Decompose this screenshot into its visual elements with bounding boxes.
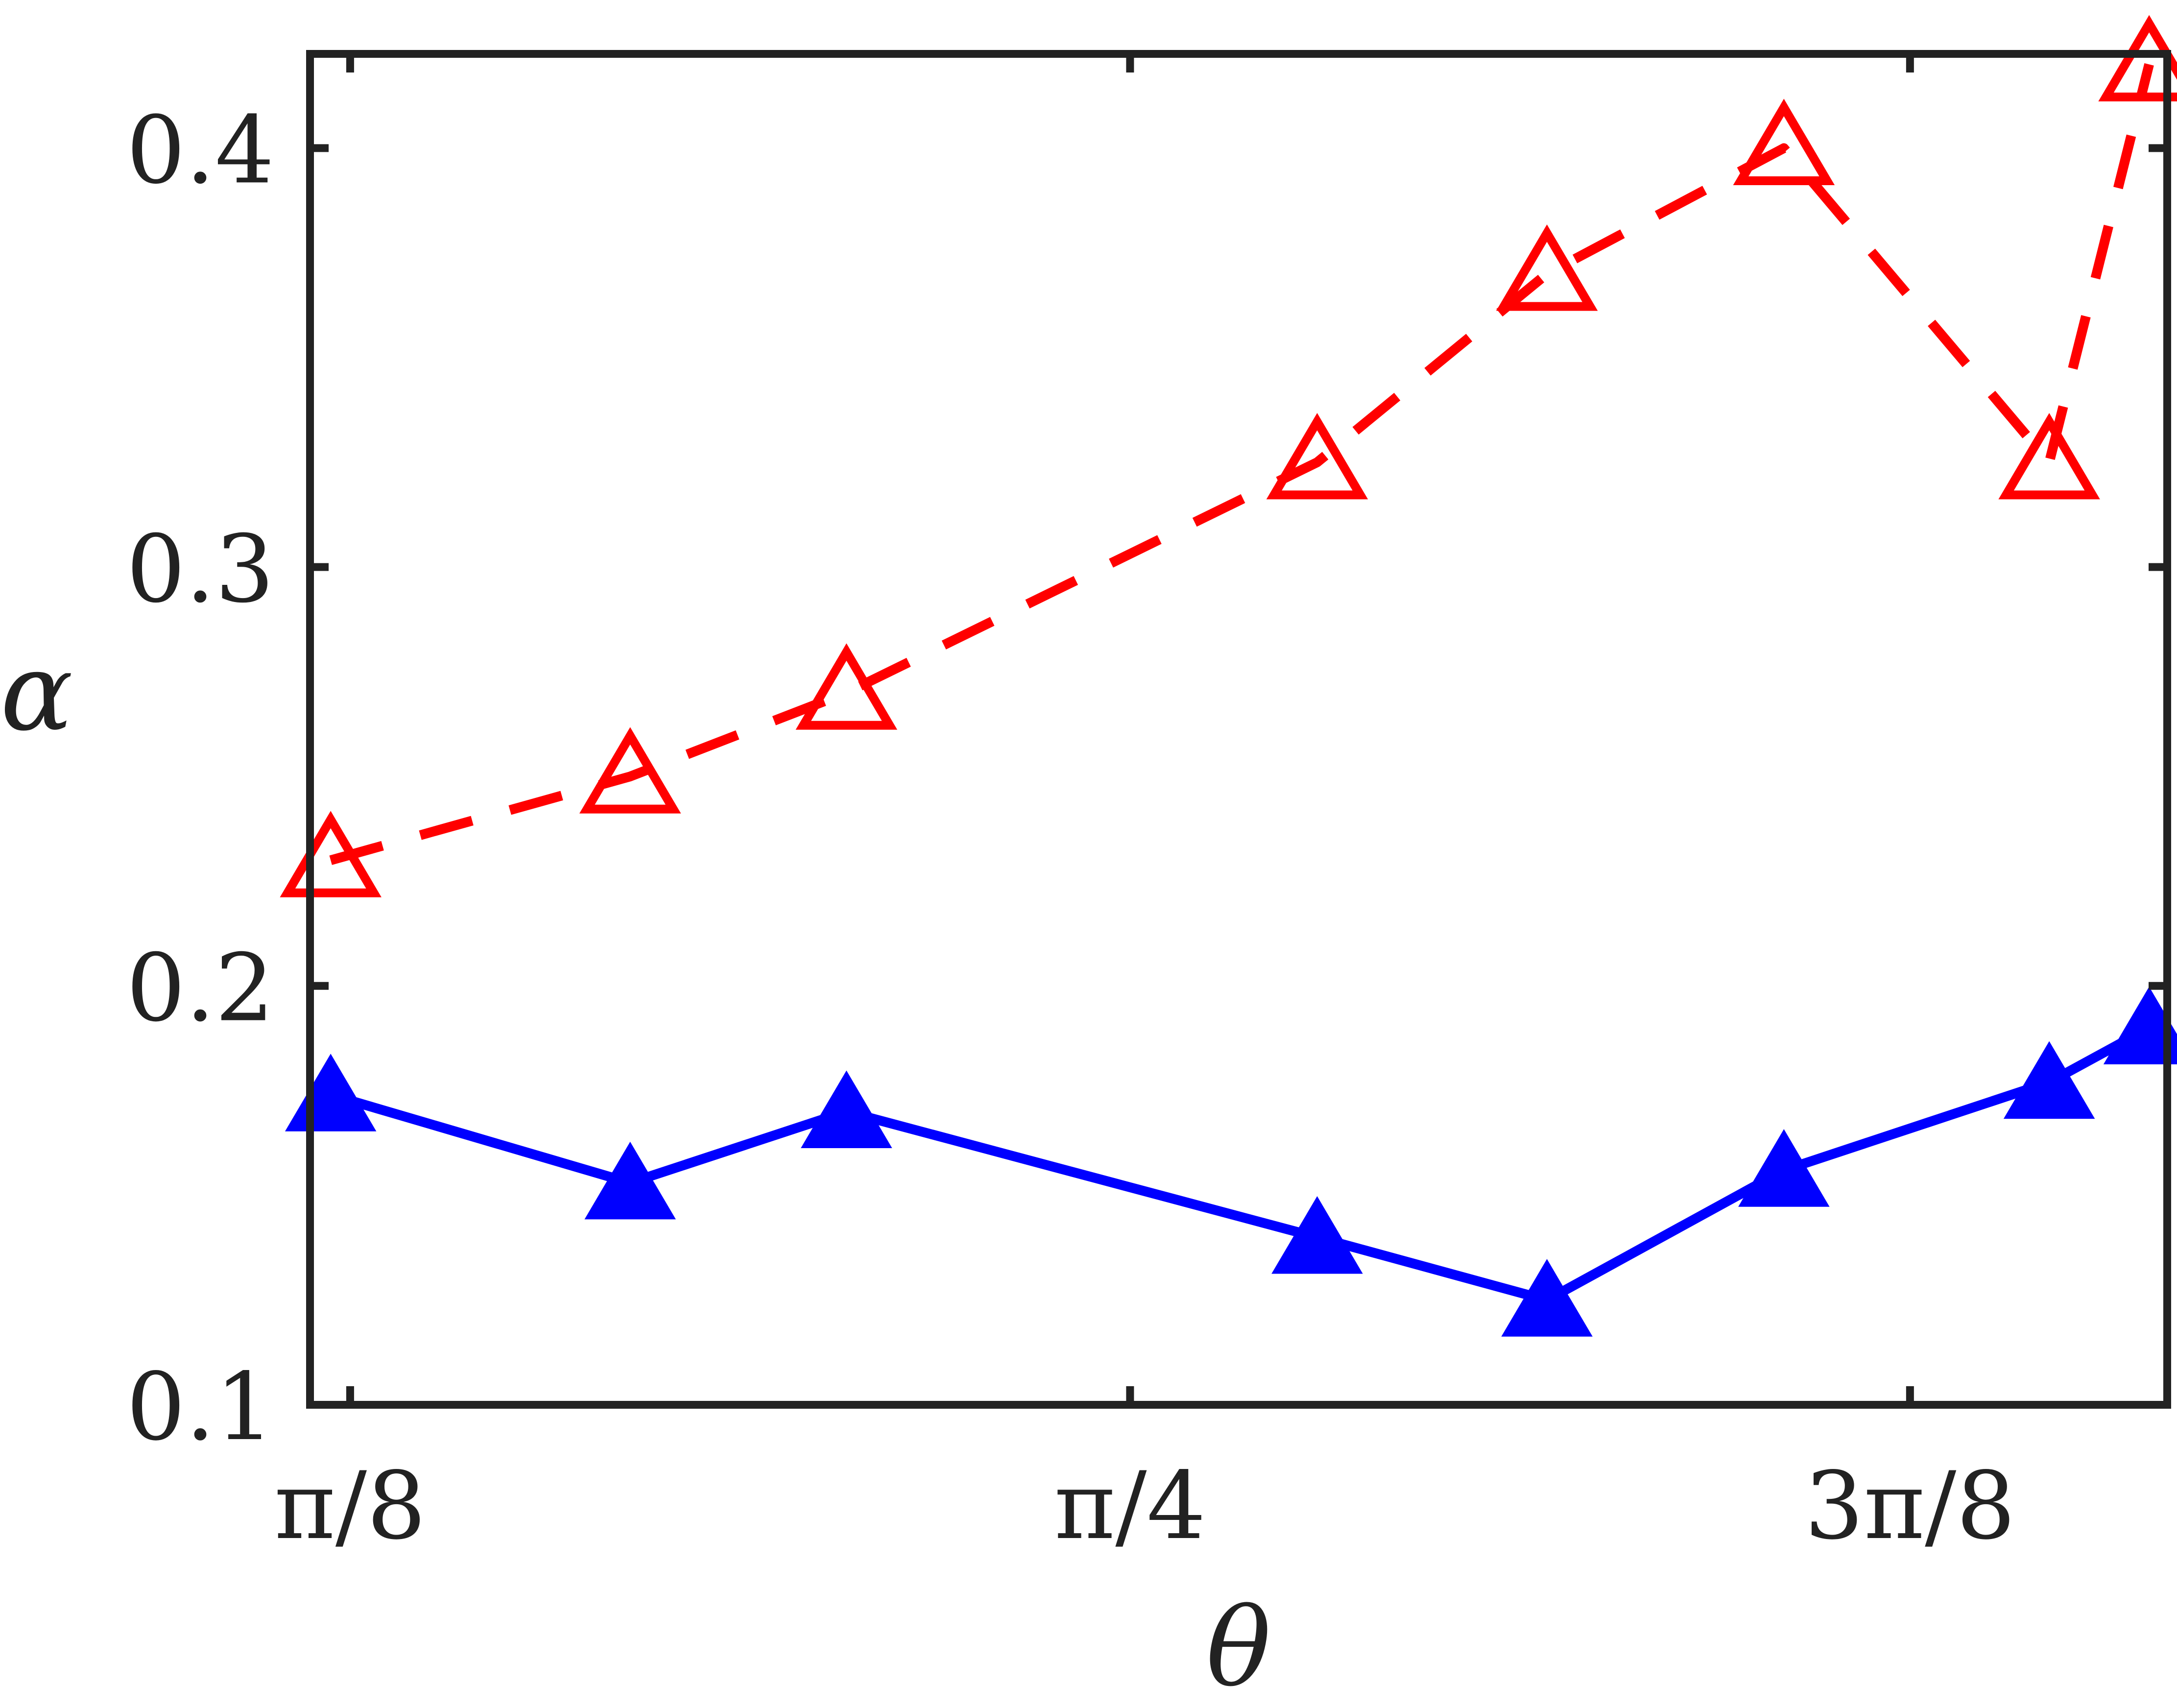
y-axis-label: α — [0, 629, 73, 755]
series-0-marker — [1266, 413, 1368, 500]
plot-frame — [306, 50, 2171, 1409]
series-1-marker — [285, 1054, 377, 1131]
y-tick-label: 0.4 — [126, 96, 274, 204]
series-1-marker — [2003, 1041, 2095, 1119]
series-1-marker — [584, 1141, 676, 1220]
series-0-marker — [1496, 224, 1598, 311]
tick-layer: π/8 π/4 3π/8 0.1 0.2 0.3 0.4 — [126, 54, 2167, 1560]
y-tick-label: 0.2 — [126, 934, 274, 1042]
x-tick-label: π/8 — [274, 1452, 426, 1560]
x-axis-label: θ — [1206, 1585, 1271, 1708]
x-tick-label: π/4 — [1054, 1452, 1206, 1560]
series-1-line — [329, 1023, 2152, 1305]
series-1-marker — [801, 1070, 892, 1148]
series-0-line — [329, 63, 2154, 865]
series-1-marker — [1501, 1259, 1593, 1337]
series-0-marker — [795, 643, 898, 730]
y-tick-label: 0.3 — [126, 515, 274, 624]
series-0-marker — [1733, 98, 1835, 186]
series-layer — [280, 15, 2177, 1337]
series-0-marker — [1998, 413, 2100, 500]
series-1-marker — [1738, 1129, 1830, 1207]
x-tick-label: 3π/8 — [1805, 1452, 2016, 1560]
series-1-marker — [1271, 1196, 1363, 1274]
series-0-marker — [579, 727, 681, 814]
y-tick-label: 0.1 — [126, 1353, 274, 1461]
